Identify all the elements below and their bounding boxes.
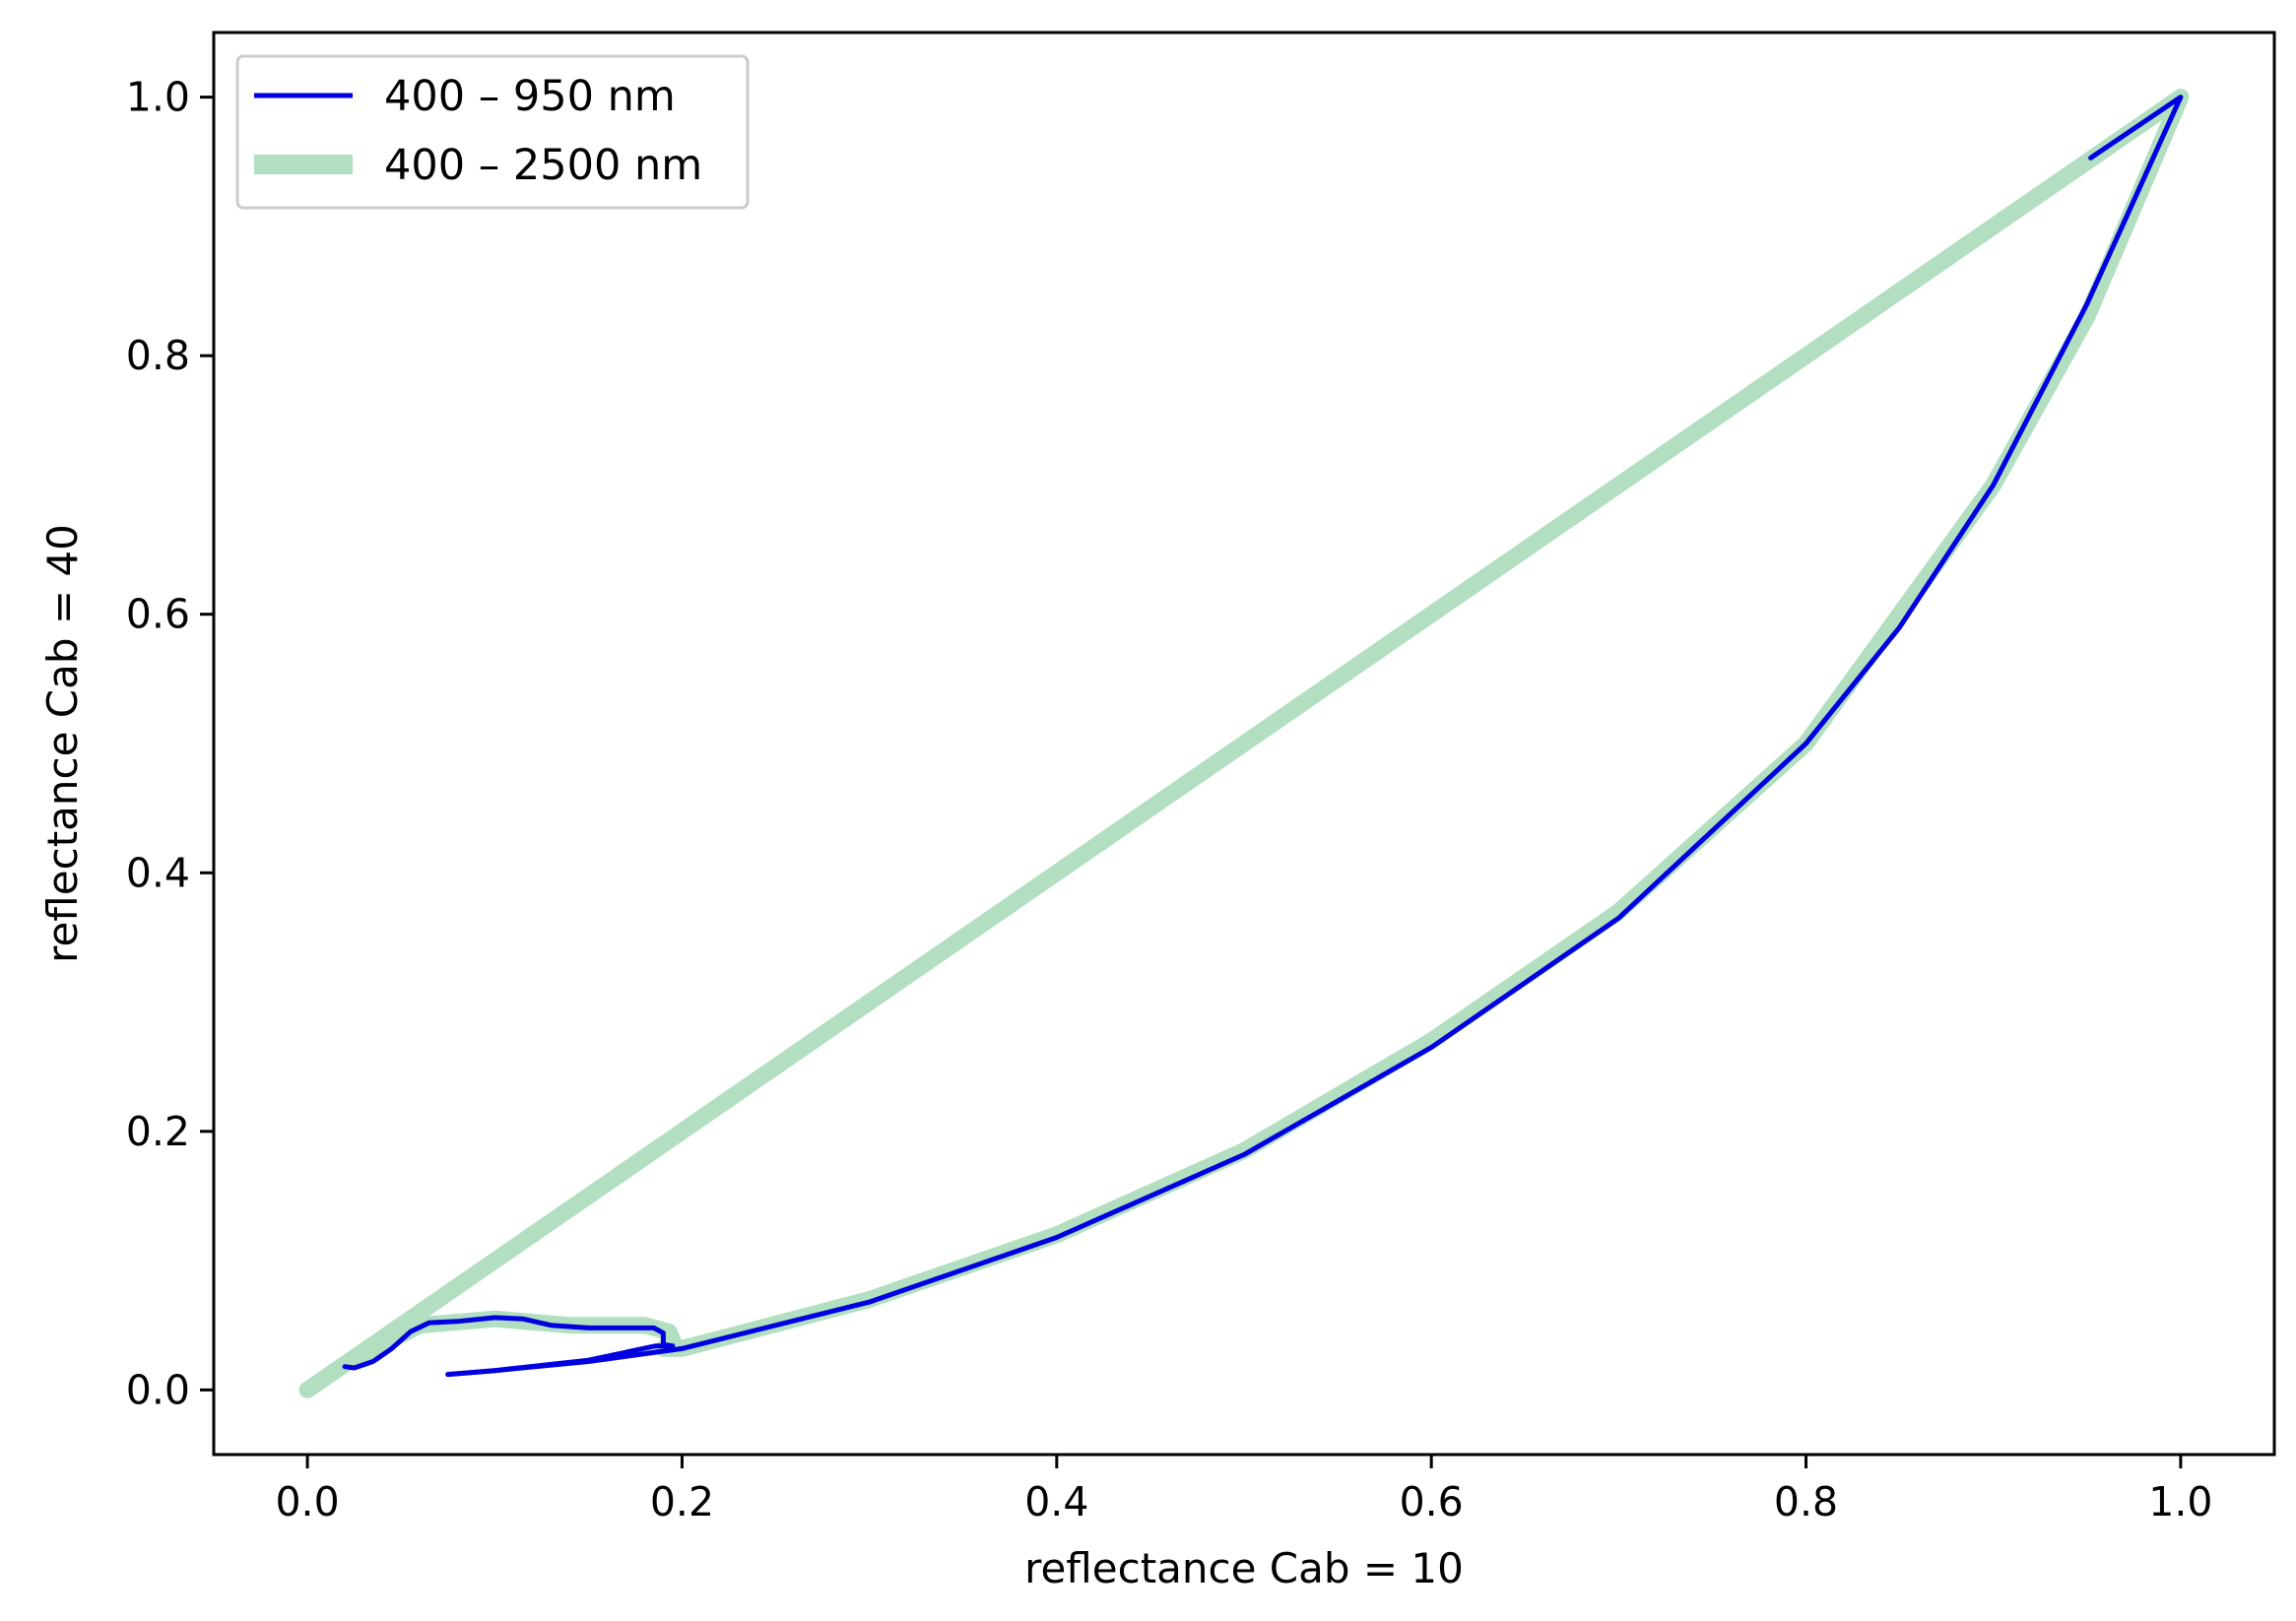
x-tick-label: 0.2	[650, 1478, 714, 1525]
y-tick-label: 0.6	[126, 591, 190, 638]
x-tick-label: 0.8	[1774, 1478, 1838, 1525]
x-tick-label: 0.4	[1024, 1478, 1088, 1525]
y-tick-label: 0.4	[126, 849, 190, 896]
x-tick-label: 0.0	[275, 1478, 339, 1525]
legend: 400 – 950 nm 400 – 2500 nm	[235, 54, 750, 210]
ticks-layer: 0.0 0.2 0.4 0.6 0.8 1.0 0.0 0.2 0.4 0.6 0.8 1.0	[126, 74, 2213, 1525]
series-line-1	[342, 1315, 676, 1378]
y-axis-label: reflectance Cab = 40	[38, 524, 87, 963]
series-layer	[298, 89, 2190, 1398]
x-axis-label: reflectance Cab = 10	[1024, 1544, 1464, 1592]
y-tick-label: 0.2	[126, 1108, 190, 1155]
legend-label: 400 – 950 nm	[384, 72, 676, 121]
legend-label: 400 – 2500 nm	[384, 141, 702, 190]
y-tick-label: 0.0	[126, 1366, 190, 1413]
series-line-0	[298, 89, 2190, 1398]
x-tick-label: 1.0	[2148, 1478, 2212, 1525]
series-line-1-segment-2	[445, 95, 2184, 1378]
y-tick-label: 0.8	[126, 332, 190, 379]
y-tick-label: 1.0	[126, 74, 190, 121]
x-tick-label: 0.6	[1400, 1478, 1464, 1525]
plot-frame	[212, 31, 2276, 1457]
legend-box	[235, 54, 750, 210]
